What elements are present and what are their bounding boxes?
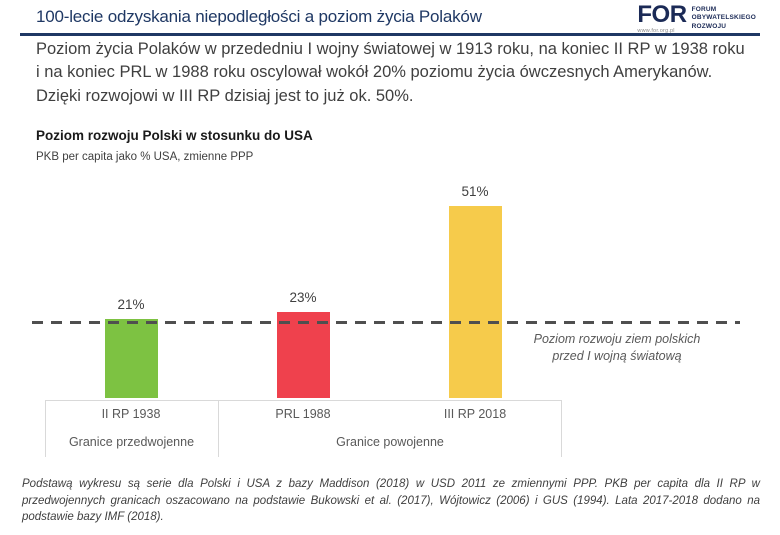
category-axis-box: [45, 400, 562, 457]
logo-url: www.for.org.pl: [637, 28, 675, 34]
chart-title: Poziom rozwoju Polski w stosunku do USA: [36, 128, 313, 143]
bar-value-label: 21%: [117, 297, 145, 312]
reference-line-label: Poziom rozwoju ziem polskich przed I woj…: [488, 331, 746, 365]
header-divider: [20, 33, 760, 36]
logo-tagline: FORUM OBYWATELSKIEGO ROZWOJU: [692, 3, 756, 31]
logo-tagline-line: OBYWATELSKIEGO: [691, 14, 756, 22]
axis-group-label-postwar: Granice powojenne: [336, 435, 444, 449]
intro-paragraph: Poziom życia Polaków w przededniu I wojn…: [36, 40, 745, 105]
axis-group-label-prewar: Granice przedwojenne: [68, 435, 195, 449]
reference-label-line2: przed I wojną światową: [552, 348, 682, 363]
axis-tick-label: II RP 1938: [101, 407, 161, 421]
chart-subtitle: PKB per capita jako % USA, zmienne PPP: [36, 151, 254, 163]
axis-tick-label: PRL 1988: [275, 407, 331, 421]
axis-tick-label: III RP 2018: [443, 407, 507, 421]
source-footnote: Podstawą wykresu są serie dla Polski i U…: [22, 478, 760, 524]
logo-brand-block: FOR www.for.org.pl: [637, 1, 687, 35]
reference-label-line1: Poziom rozwoju ziem polskich: [533, 332, 701, 346]
bar-value-label: 51%: [461, 184, 489, 199]
logo-brand-text: FOR: [637, 1, 687, 28]
axis-group-divider: [218, 401, 219, 457]
for-logo: FOR www.for.org.pl FORUM OBYWATELSKIEGO …: [637, 1, 756, 35]
axis-border-left: [45, 401, 46, 457]
bar-ii-rp-1938: [104, 319, 158, 398]
axis-border-right: [561, 401, 562, 457]
reference-line: [32, 321, 740, 324]
bar-prl-1988: [276, 312, 330, 398]
logo-tagline-line: ROZWOJU: [691, 22, 727, 30]
page-title: 100-lecie odzyskania niepodległości a po…: [36, 7, 482, 26]
bar-iii-rp-2018: [448, 206, 502, 398]
bar-value-label: 23%: [289, 290, 317, 305]
logo-tagline-line: FORUM: [691, 6, 717, 13]
